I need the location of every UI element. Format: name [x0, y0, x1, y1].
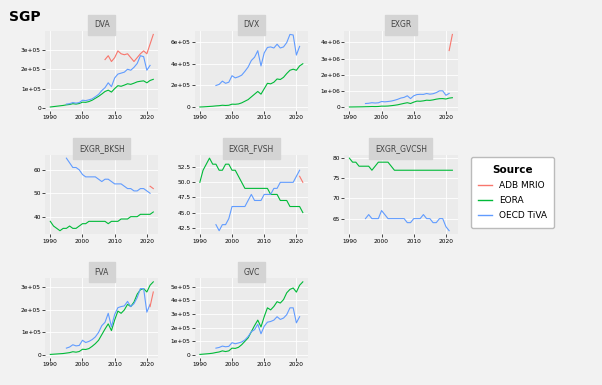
Title: FVA: FVA — [95, 268, 109, 277]
Title: EXGR_FVSH: EXGR_FVSH — [229, 144, 274, 153]
Title: GVC: GVC — [243, 268, 259, 277]
Title: EXGR_BKSH: EXGR_BKSH — [79, 144, 125, 153]
Legend: ADB MRIO, EORA, OECD TiVA: ADB MRIO, EORA, OECD TiVA — [471, 157, 554, 228]
Title: EXGR_GVCSH: EXGR_GVCSH — [375, 144, 427, 153]
Text: SGP: SGP — [9, 10, 41, 23]
Title: DVA: DVA — [94, 20, 110, 29]
Title: DVX: DVX — [243, 20, 259, 29]
Title: EXGR: EXGR — [390, 20, 412, 29]
